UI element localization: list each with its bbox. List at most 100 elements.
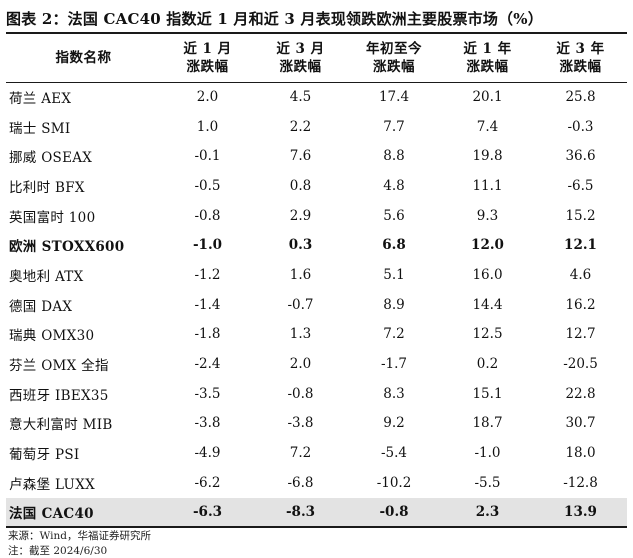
value-cell: 12.0: [471, 237, 504, 254]
table-row: 瑞士 SMI 1.0 2.2 7.7 7.4 -0.3: [6, 112, 627, 142]
column-header: 指数名称: [6, 34, 161, 82]
top-rule: [6, 32, 627, 34]
value-cell: -0.8: [347, 497, 441, 528]
column-header-line: 涨跌幅: [373, 59, 415, 75]
value-cell: 4.6: [569, 266, 592, 283]
value-cell: 0.2: [476, 356, 499, 373]
table-row: 瑞典 OMX30 -1.8 1.3 7.2 12.5 12.7: [6, 320, 627, 350]
value-cell: -8.3: [254, 497, 347, 528]
column-header-line: 涨跌幅: [279, 59, 322, 75]
value-cell: 4.8: [383, 177, 405, 194]
value-cell: 2.0: [196, 88, 219, 105]
value-cell: 1.0: [196, 118, 219, 135]
header-rule: [6, 82, 627, 83]
value-cell: 7.4: [476, 118, 499, 135]
index-name-cell: 芬兰 OMX 全指: [9, 358, 109, 375]
table-row: 葡萄牙 PSI -4.9 7.2 -5.4 -1.0 18.0: [6, 438, 627, 468]
value-cell: -4.9: [194, 445, 221, 462]
table-row: 欧洲 STOXX600 -1.0 0.3 6.8 12.0 12.1: [6, 230, 627, 260]
value-cell: 20.1: [472, 88, 503, 105]
index-name-cell: 葡萄牙 PSI: [9, 447, 80, 464]
table-row: 奥地利 ATX -1.2 1.6 5.1 16.0 4.6: [6, 260, 627, 290]
table-row: 西班牙 IBEX35 -3.5 -0.8 8.3 15.1 22.8: [6, 379, 627, 409]
index-name-cell: 奥地利 ATX: [9, 268, 84, 285]
index-name-cell: 瑞士 SMI: [9, 120, 71, 137]
index-name-cell: 挪威 OSEAX: [9, 150, 93, 167]
table-row: 英国富时 100 -0.8 2.9 5.6 9.3 15.2: [6, 201, 627, 231]
value-cell: -5.4: [380, 445, 408, 462]
value-cell: 2.9: [289, 207, 312, 224]
value-cell: 12.1: [564, 237, 597, 254]
value-cell: 2.0: [289, 356, 312, 373]
value-cell: 1.3: [289, 326, 312, 343]
column-header-line: 近 1 月: [183, 41, 232, 57]
index-name-cell: 德国 DAX: [9, 298, 73, 315]
index-performance-table: 指数名称近 1 月涨跌幅近 3 月涨跌幅 年初至今 涨跌幅近 1 年涨跌幅近 3 年…: [6, 34, 627, 528]
value-cell: -0.7: [287, 296, 314, 313]
value-cell: 4.5: [289, 88, 312, 105]
index-name-cell: 法国 CAC40: [6, 497, 161, 528]
value-cell: -5.5: [474, 474, 501, 491]
value-cell: -0.8: [287, 385, 314, 402]
column-header-line: 涨跌幅: [559, 59, 602, 75]
table-body: 荷兰 AEX 2.0 4.5 17.4 20.1 25.8 瑞士 SMI 1.0 2.2 7.7 7…: [6, 82, 627, 528]
value-cell: 7.7: [383, 118, 405, 135]
table-row: 芬兰 OMX 全指 -2.4 2.0 -1.7 0.2 -20.5: [6, 349, 627, 379]
column-header-line: 指数名称: [55, 50, 112, 66]
value-cell: 0.8: [289, 177, 312, 194]
index-name-cell: 荷兰 AEX: [9, 90, 72, 107]
value-cell: 15.1: [472, 385, 503, 402]
index-name-cell: 欧洲 STOXX600: [9, 239, 125, 256]
value-cell: -1.0: [474, 445, 501, 462]
date-note: 注：截至 2024/6/30: [8, 545, 108, 557]
column-header-line: 年初至今: [366, 41, 422, 57]
value-cell: 1.6: [289, 266, 312, 283]
value-cell: 6.8: [382, 237, 406, 254]
value-cell: 12.5: [472, 326, 503, 343]
index-name-cell: 比利时 BFX: [9, 179, 85, 196]
index-name-cell: 卢森堡 LUXX: [9, 476, 96, 493]
column-header-line: 近 1 年: [463, 41, 512, 57]
value-cell: 5.1: [383, 266, 405, 283]
value-cell: -6.3: [161, 497, 254, 528]
value-cell: 13.9: [534, 497, 627, 528]
value-cell: 2.3: [441, 497, 534, 528]
value-cell: 9.2: [383, 415, 405, 432]
bottom-rule: [6, 526, 627, 528]
value-cell: -2.4: [194, 356, 221, 373]
value-cell: -6.8: [287, 474, 314, 491]
column-header: 近 1 月涨跌幅: [161, 34, 254, 82]
value-cell: -0.5: [194, 177, 221, 194]
value-cell: 8.3: [383, 385, 405, 402]
value-cell: -3.5: [194, 385, 221, 402]
table-row: 法国 CAC40 -6.3 -8.3 -0.8 2.3 13.9: [6, 497, 627, 528]
value-cell: -10.2: [376, 474, 412, 491]
value-cell: -0.3: [567, 118, 594, 135]
value-cell: 12.7: [565, 326, 596, 343]
value-cell: 18.7: [472, 415, 503, 432]
value-cell: 8.8: [383, 148, 405, 165]
column-header: 近 1 年涨跌幅: [441, 34, 534, 82]
column-header: 近 3 年涨跌幅: [534, 34, 627, 82]
column-header-line: 近 3 年: [556, 41, 605, 57]
index-name-cell: 意大利富时 MIB: [9, 417, 113, 434]
table-header-row: 指数名称近 1 月涨跌幅近 3 月涨跌幅 年初至今 涨跌幅近 1 年涨跌幅近 3 年…: [6, 34, 627, 82]
table-row: 荷兰 AEX 2.0 4.5 17.4 20.1 25.8: [6, 82, 627, 112]
value-cell: -3.8: [194, 415, 221, 432]
value-cell: 9.3: [476, 207, 499, 224]
value-cell: 7.2: [383, 326, 405, 343]
source-note: 来源：Wind，华福证券研究所: [8, 530, 151, 542]
value-cell: 17.4: [378, 88, 410, 105]
value-cell: 22.8: [565, 385, 596, 402]
value-cell: -6.2: [194, 474, 221, 491]
value-cell: 36.6: [565, 148, 596, 165]
column-header-line: 近 3 月: [276, 41, 325, 57]
index-name-cell: 瑞典 OMX30: [9, 328, 95, 345]
column-header: 年初至今 涨跌幅: [347, 34, 441, 82]
value-cell: 16.2: [565, 296, 596, 313]
column-header-line: 涨跌幅: [466, 59, 509, 75]
value-cell: -1.8: [194, 326, 221, 343]
value-cell: 16.0: [472, 266, 503, 283]
column-header: 近 3 月涨跌幅: [254, 34, 347, 82]
table-row: 挪威 OSEAX -0.1 7.6 8.8 19.8 36.6: [6, 141, 627, 171]
